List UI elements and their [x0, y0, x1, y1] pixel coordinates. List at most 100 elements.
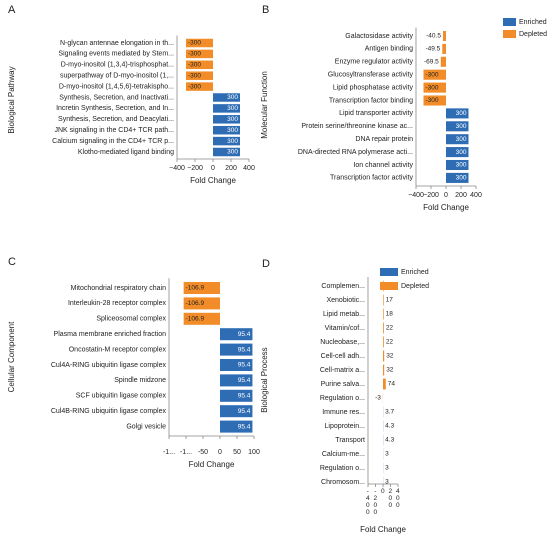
y-tick-label: Spindle midzone — [114, 377, 166, 384]
x-tick-label: −200 — [423, 192, 439, 199]
bar — [446, 108, 469, 119]
y-tick-label: Antigen binding — [365, 46, 413, 53]
value-label: 300 — [227, 105, 238, 112]
bar — [383, 308, 384, 320]
value-label: -300 — [426, 97, 439, 104]
panel-label: A — [8, 4, 16, 16]
y-tick-label: Vitamin/cof... — [325, 325, 365, 332]
value-label: 22 — [386, 339, 394, 346]
value-label: 300 — [227, 127, 238, 134]
bar — [383, 336, 384, 348]
bar — [220, 374, 253, 387]
bar — [186, 82, 213, 91]
bar — [442, 43, 446, 54]
bar — [213, 115, 240, 124]
value-label: 4.3 — [385, 423, 394, 430]
value-label: 17 — [386, 297, 394, 304]
y-tick-label: DNA-directed RNA polymerase acti... — [298, 149, 413, 156]
panel-label: D — [262, 258, 270, 270]
x-tick-label: −400 — [169, 165, 185, 172]
y-tick-label: Galactosidase activity — [345, 33, 413, 40]
value-label: 22 — [386, 325, 394, 332]
x-tick-label: 100 — [248, 449, 260, 456]
x-tick-label: 0 — [379, 488, 386, 495]
y-tick-label: Mitochondrial respiratory chain — [71, 285, 166, 292]
y-axis-title: Biological Pathway — [7, 66, 16, 133]
y-tick-label: DNA repair protein — [355, 136, 413, 143]
bar — [446, 147, 469, 158]
value-label: 95.4 — [238, 362, 251, 369]
value-label: 3.7 — [385, 409, 394, 416]
x-tick-label: 0 — [218, 449, 222, 456]
value-label: 300 — [456, 123, 467, 130]
value-label: 300 — [456, 136, 467, 143]
y-tick-label: D-myo-inositol (1,4,5,6)-tetrakispho... — [59, 83, 174, 90]
value-label: -300 — [188, 72, 201, 79]
bar — [213, 147, 240, 157]
y-tick-label: Plasma membrane enriched fraction — [54, 331, 167, 338]
bar — [183, 297, 220, 310]
x-tick-label: 200 — [225, 165, 237, 172]
x-tick-label: 200 — [455, 192, 467, 199]
y-axis-title: Molecular Function — [260, 71, 269, 139]
y-tick-label: Transcription factor binding — [329, 97, 413, 104]
x-tick-label: −400 — [408, 192, 424, 199]
value-label: 300 — [456, 110, 467, 117]
bar — [383, 350, 385, 362]
value-label: 3 — [385, 479, 389, 486]
bar — [213, 93, 240, 102]
bar — [213, 125, 240, 135]
value-label: -300 — [188, 40, 201, 47]
y-tick-label: Cell-matrix a... — [320, 367, 365, 374]
value-label: 95.4 — [238, 331, 251, 338]
y-tick-label: Cul4B-RING ubiquitin ligase complex — [51, 408, 167, 415]
y-tick-label: Transcription factor activity — [330, 175, 413, 182]
value-label: -3 — [375, 395, 381, 402]
x-tick-label: -1... — [180, 449, 192, 456]
bar — [183, 312, 220, 325]
x-axis-title: Fold Change — [423, 203, 469, 212]
y-tick-label: Regulation o... — [320, 395, 365, 402]
bar — [383, 322, 384, 334]
x-axis-title: Fold Change — [360, 525, 406, 534]
value-label: 95.4 — [238, 377, 251, 384]
value-label: -300 — [188, 83, 201, 90]
x-tick-label: -1... — [163, 449, 175, 456]
y-tick-label: Spliceosomal complex — [96, 316, 166, 323]
panel-label: C — [8, 256, 16, 268]
bar — [183, 281, 220, 295]
value-label: 32 — [386, 367, 394, 374]
bar — [423, 69, 446, 80]
bar — [186, 60, 213, 70]
bar — [383, 294, 384, 306]
bar — [186, 71, 213, 80]
value-label: 300 — [456, 162, 467, 169]
y-tick-label: superpathway of D-myo-inositol (1,... — [60, 73, 174, 80]
value-label: 95.4 — [238, 346, 251, 353]
value-label: 300 — [456, 175, 467, 182]
legend-label: Enriched — [519, 19, 547, 26]
bar — [446, 134, 469, 145]
value-label: 18 — [386, 311, 394, 318]
y-tick-label: Incretin Synthesis, Secretion, and In... — [56, 105, 174, 112]
y-tick-label: Golgi vesicle — [126, 423, 166, 430]
legend-swatch — [380, 268, 398, 276]
bar — [220, 358, 253, 372]
bar — [220, 405, 253, 418]
x-tick-label: 200 — [387, 488, 394, 509]
y-tick-label: Xenobiotic... — [326, 297, 365, 304]
bar — [423, 95, 446, 106]
value-label: -300 — [188, 62, 201, 69]
bar — [213, 136, 240, 146]
y-tick-label: Complemen... — [321, 283, 365, 290]
y-tick-label: Oncostatin-M receptor complex — [69, 346, 167, 353]
x-tick-label: 400 — [243, 165, 255, 172]
y-tick-label: Lipid metab... — [323, 311, 365, 318]
bar — [446, 172, 469, 183]
y-axis-title: Biological Process — [260, 347, 269, 412]
value-label: -49.5 — [425, 46, 440, 53]
y-tick-label: Lipid transporter activity — [339, 110, 413, 117]
bar — [220, 389, 253, 402]
bar — [383, 378, 386, 390]
value-label: 3 — [385, 451, 389, 458]
